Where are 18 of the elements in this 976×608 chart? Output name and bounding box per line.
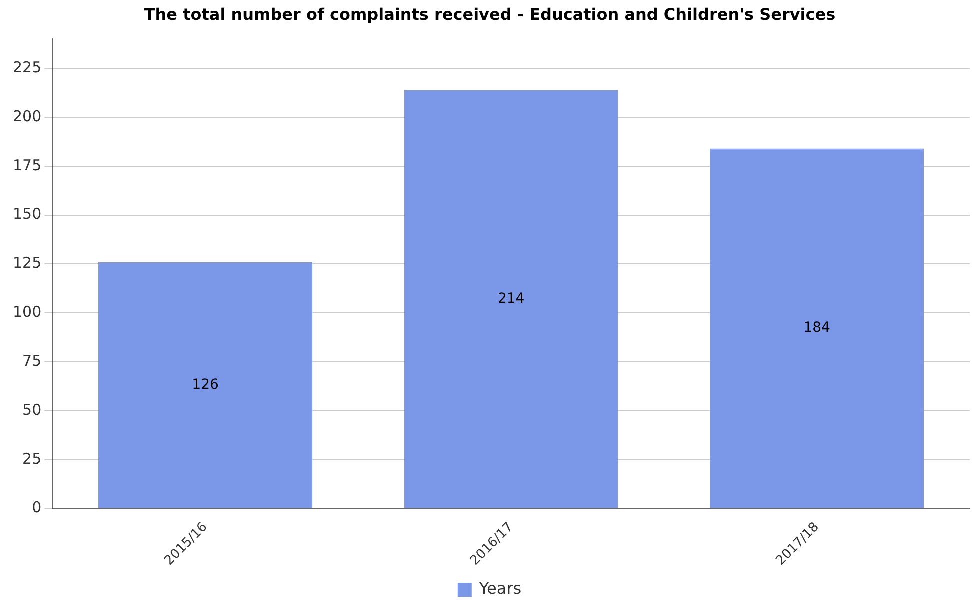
y-tick-label: 175 [12,156,42,174]
bar [404,90,618,508]
chart-title: The total number of complaints received - Education and Children's Services [144,4,836,24]
bar [710,148,924,508]
legend-label: Years [478,579,522,598]
y-tick-label: 200 [12,107,42,126]
bar [98,262,313,508]
y-tick-label: 125 [12,254,42,272]
data-label: 126 [192,376,219,393]
y-tick-label: 25 [22,450,42,468]
y-tick-label: 0 [32,498,42,517]
data-label: 184 [804,320,831,336]
y-tick-label: 100 [12,303,42,322]
y-tick-label: 150 [12,205,42,224]
data-label: 214 [498,290,525,307]
y-tick-label: 225 [12,58,42,76]
y-tick-label: 75 [22,352,42,370]
y-tick-label: 50 [22,400,42,419]
